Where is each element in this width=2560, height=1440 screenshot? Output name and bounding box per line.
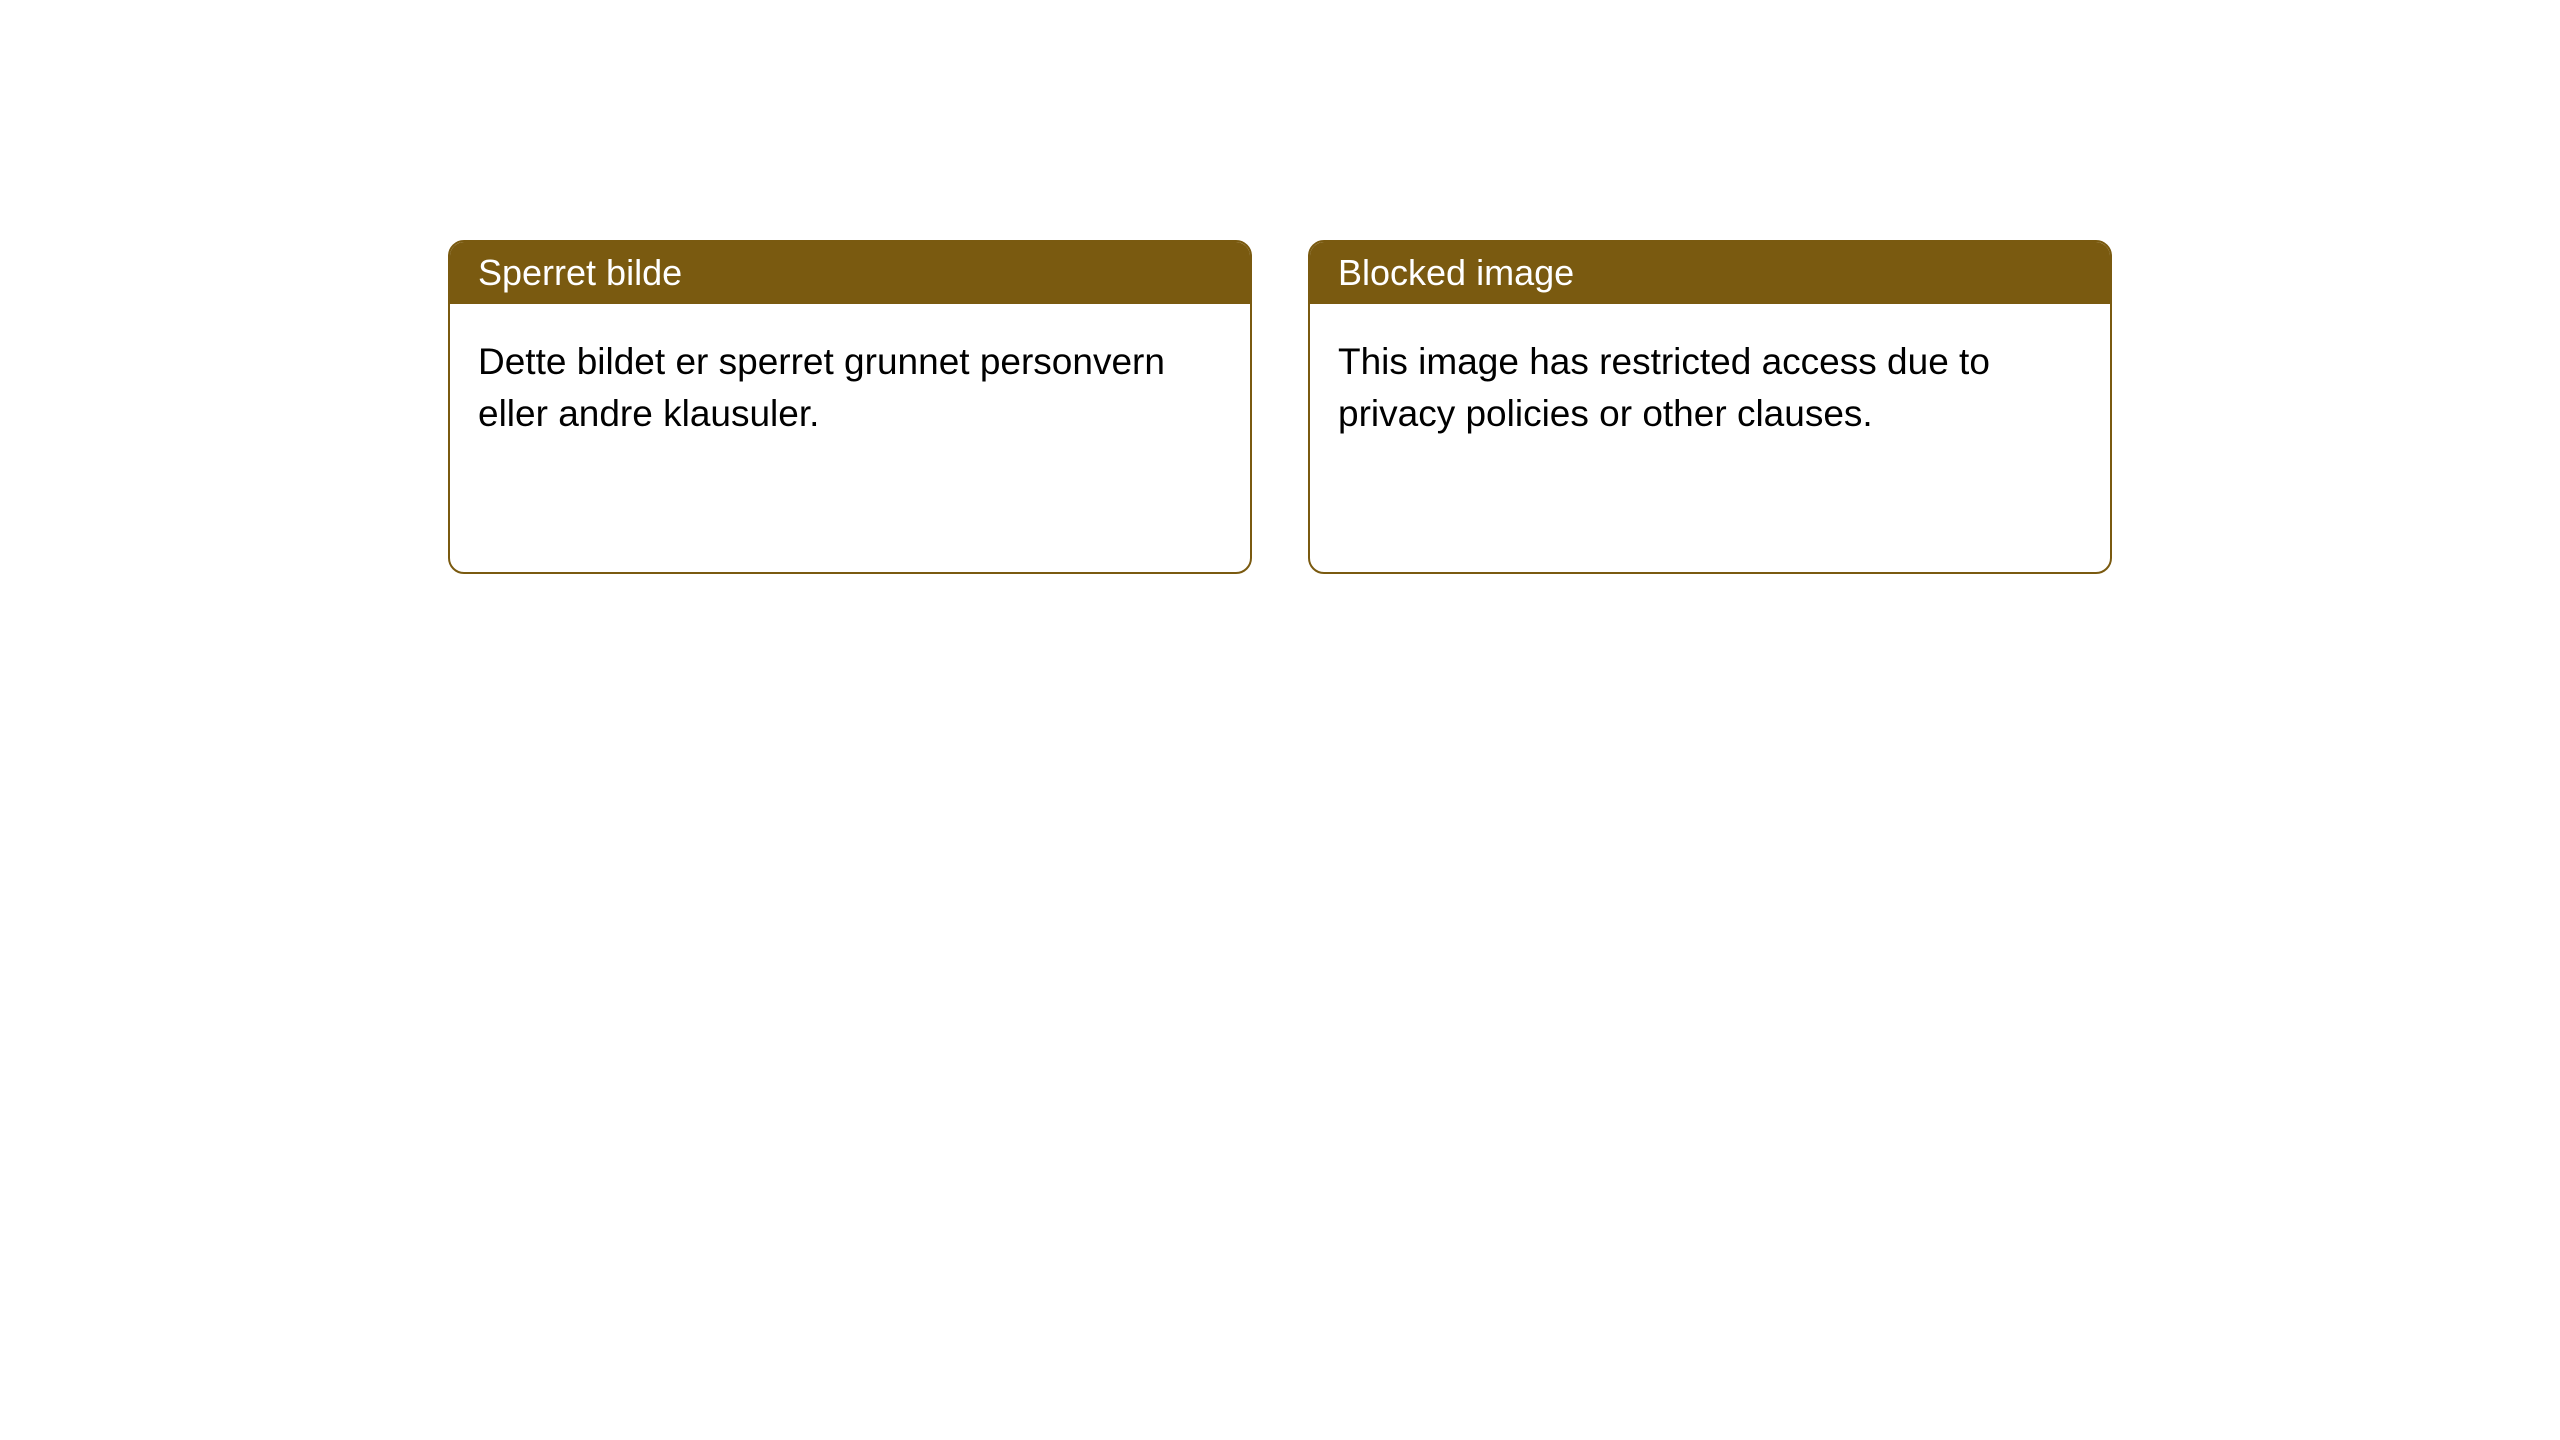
notices-container: Sperret bilde Dette bildet er sperret gr… [0,0,2560,574]
notice-title: Sperret bilde [478,252,682,293]
notice-header: Sperret bilde [450,242,1250,304]
notice-header: Blocked image [1310,242,2110,304]
notice-body-text: Dette bildet er sperret grunnet personve… [478,341,1165,434]
notice-card-norwegian: Sperret bilde Dette bildet er sperret gr… [448,240,1252,574]
notice-body: This image has restricted access due to … [1310,304,2110,572]
notice-body-text: This image has restricted access due to … [1338,341,1990,434]
notice-body: Dette bildet er sperret grunnet personve… [450,304,1250,572]
notice-card-english: Blocked image This image has restricted … [1308,240,2112,574]
notice-title: Blocked image [1338,252,1574,293]
